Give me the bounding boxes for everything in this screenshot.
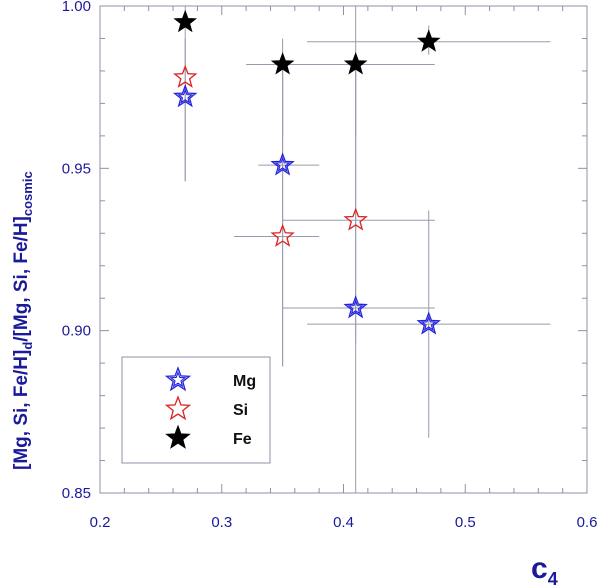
- x-tick-label: 0.3: [211, 514, 232, 531]
- data-point-mg: [416, 311, 441, 335]
- y-tick-label: 0.90: [62, 323, 91, 340]
- data-point-fe: [270, 52, 295, 75]
- data-markers: [172, 9, 441, 335]
- x-tick-label: 0.5: [455, 514, 476, 531]
- data-point-si: [270, 223, 295, 247]
- x-axis-title: c4: [531, 552, 558, 586]
- legend-marker-mg: [164, 366, 192, 392]
- x-tick-label: 0.6: [577, 514, 598, 531]
- legend-label-fe: Fe: [233, 431, 252, 448]
- x-axis-title-subscript: 4: [548, 569, 558, 586]
- legend: Mg Si Fe: [121, 356, 271, 464]
- legend-label-mg: Mg: [233, 373, 256, 390]
- y-tick-label: 0.95: [62, 160, 91, 177]
- y-tick-label: 1.00: [62, 0, 91, 15]
- data-point-mg: [172, 84, 198, 108]
- y-tick-label: 0.85: [62, 485, 91, 502]
- data-point-mg: [343, 295, 368, 319]
- legend-marker-fe: [165, 424, 191, 449]
- legend-marker-si: [164, 395, 192, 421]
- axis-ticks: 0.2 0.3 0.4 0.5 0.6 0.85 0.90 0.95 1.00: [62, 0, 598, 531]
- data-point-mg: [270, 152, 295, 176]
- x-tick-label: 0.2: [90, 514, 111, 531]
- legend-label-si: Si: [233, 402, 248, 419]
- y-axis-title: [Mg, Si, Fe/H]d/[Mg, Si, Fe/H]cosmic: [11, 171, 35, 470]
- data-point-fe: [343, 52, 368, 75]
- x-tick-label: 0.4: [333, 514, 354, 531]
- data-point-si: [172, 64, 198, 88]
- data-point-fe: [173, 9, 198, 33]
- data-point-fe: [416, 29, 441, 52]
- legend-box: [121, 356, 271, 464]
- data-point-si: [343, 207, 368, 231]
